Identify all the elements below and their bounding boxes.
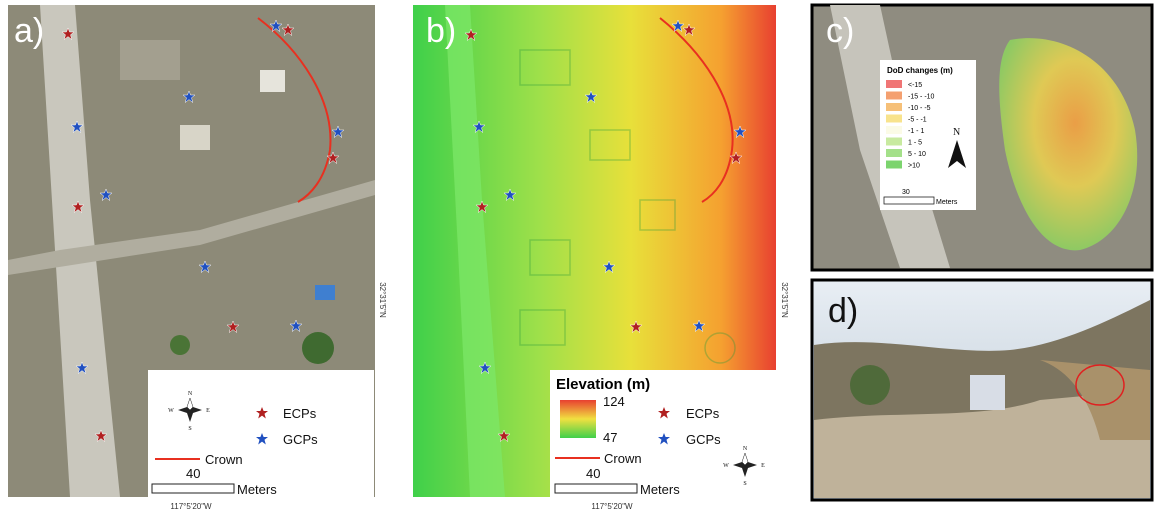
longitude-label: 117°5'20"W [591, 502, 633, 511]
legend-class-label: 5 - 10 [908, 151, 926, 158]
tree [302, 332, 334, 364]
legend-class-label: -5 - -1 [908, 117, 927, 124]
panel-label: b) [426, 12, 456, 50]
legend-swatch [886, 115, 902, 123]
compass-w: W [723, 463, 729, 469]
legend-swatch [886, 103, 902, 111]
compass-e: E [206, 408, 210, 414]
house [970, 375, 1005, 410]
tree [170, 335, 190, 355]
scale-unit: Meters [640, 482, 680, 497]
legend-item: ECPs [686, 406, 720, 421]
scale-value: 40 [186, 466, 200, 481]
compass-e: E [761, 463, 765, 469]
scale-bar [152, 484, 234, 493]
panel-label: a) [14, 12, 44, 50]
panel-d: d) [812, 280, 1152, 500]
legend-swatch [886, 138, 902, 146]
legend-item: Crown [205, 452, 243, 467]
legend-item: Crown [604, 451, 642, 466]
legend-swatch [886, 161, 902, 169]
compass-w: W [168, 408, 174, 414]
compass-n: N [743, 446, 748, 452]
elevation-ramp [560, 400, 596, 438]
scale-unit: Meters [237, 482, 277, 497]
legend-title: Elevation (m) [556, 376, 650, 393]
panel-c: c) DoD changes (m) <-15 -15 - -10 -10 - -5… [812, 5, 1152, 270]
compass-s: S [188, 426, 191, 432]
legend-swatch [886, 126, 902, 134]
building [315, 285, 335, 300]
longitude-label: 117°5'20"W [170, 502, 212, 511]
scale-unit: Meters [936, 199, 958, 206]
panel-label: d) [828, 292, 858, 330]
legend-swatch [886, 149, 902, 157]
scale-bar [555, 484, 637, 493]
legend-max: 124 [603, 394, 625, 409]
figure: a) N S W E ECPs GCPs Crown 40 Meters 117… [0, 0, 1156, 514]
legend-swatch [886, 80, 902, 88]
latitude-label: 32°31'5"N [378, 282, 387, 318]
legend-class-label: 1 - 5 [908, 140, 922, 147]
legend-item: GCPs [686, 432, 721, 447]
compass-n: N [188, 391, 193, 397]
legend-title: DoD changes (m) [887, 66, 953, 75]
panel-label: c) [826, 12, 854, 50]
legend-min: 47 [603, 430, 617, 445]
north-label: N [953, 127, 960, 138]
legend-class-label: -1 - 1 [908, 128, 924, 135]
scale-value: 30 [902, 189, 910, 196]
panel-a: a) N S W E ECPs GCPs Crown 40 Meters 117… [8, 5, 387, 511]
building [260, 70, 285, 92]
building [180, 125, 210, 150]
legend-item: ECPs [283, 406, 317, 421]
tree [850, 365, 890, 405]
legend-class-label: -10 - -5 [908, 105, 931, 112]
legend-class-label: -15 - -10 [908, 94, 935, 101]
legend-item: GCPs [283, 432, 318, 447]
compass-s: S [743, 481, 746, 487]
legend-box [148, 370, 374, 497]
legend-swatch [886, 92, 902, 100]
panel-b: b) Elevation (m) 124 47 ECPs GCPs Crown … [413, 5, 789, 511]
scale-bar [884, 197, 934, 204]
building [120, 40, 180, 80]
scale-value: 40 [586, 466, 600, 481]
legend-class-label: <-15 [908, 82, 922, 89]
legend-class-label: >10 [908, 163, 920, 170]
latitude-label: 32°31'5"N [780, 282, 789, 318]
